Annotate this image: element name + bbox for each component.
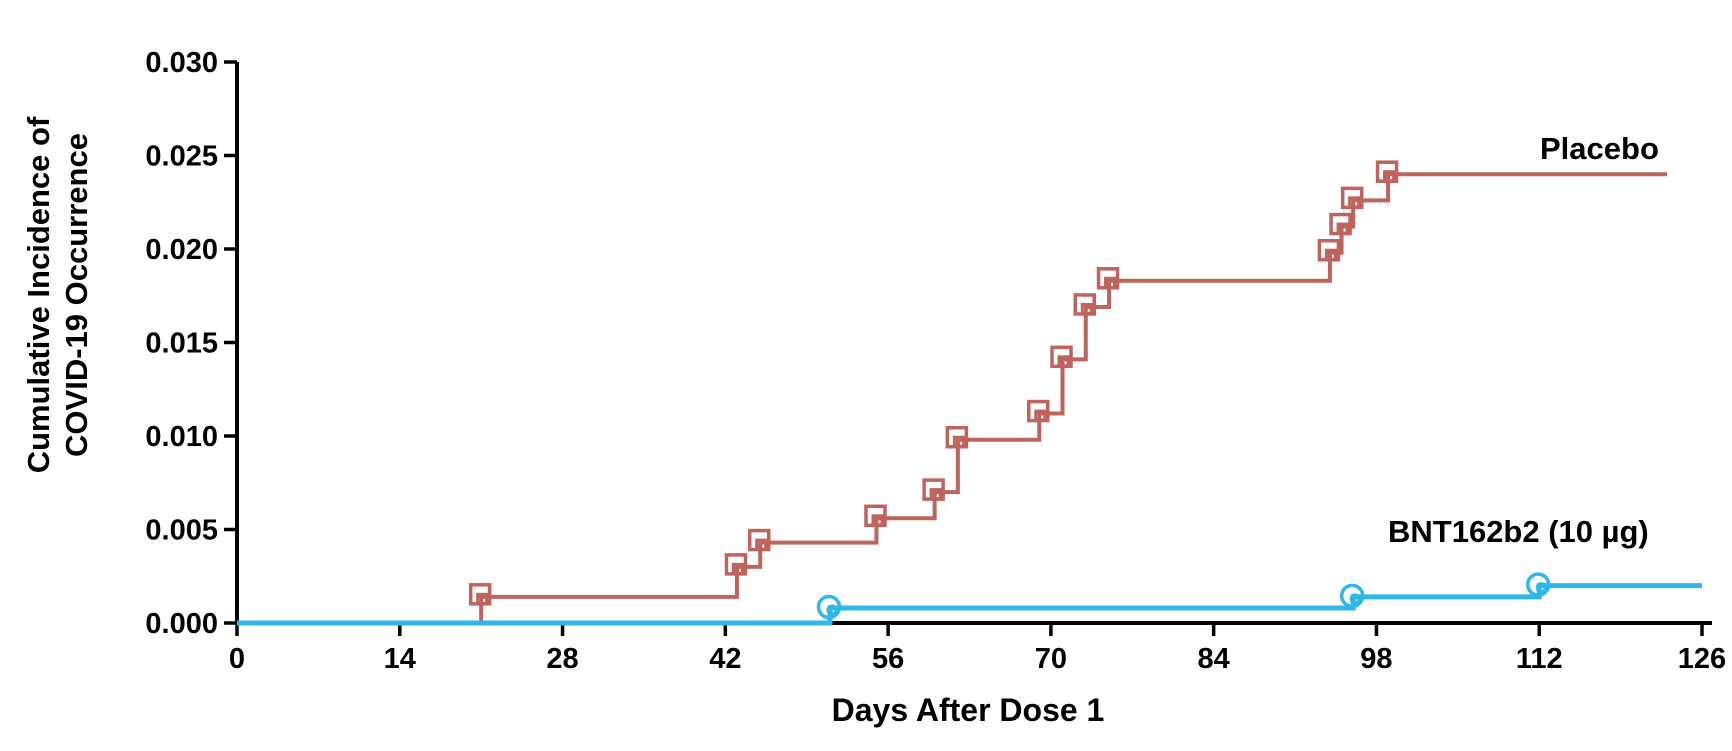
placebo-event-marker-inner xyxy=(1324,248,1337,261)
bnt162b2-event-marker-inner xyxy=(1349,593,1361,605)
y-axis-title-line1: Cumulative Incidence of xyxy=(21,116,56,474)
bnt162b2-event-marker xyxy=(816,594,842,620)
x-tick-label: 42 xyxy=(709,643,741,675)
bnt162b2-event-marker xyxy=(1339,583,1365,609)
x-axis-title: Days After Dose 1 xyxy=(831,692,1105,728)
x-tick-label: 0 xyxy=(229,643,245,675)
x-tick-label: 70 xyxy=(1035,643,1067,675)
series-label-placebo: Placebo xyxy=(1540,131,1659,166)
series-label-bnt162b2: BNT162b2 (10 µg) xyxy=(1388,514,1649,549)
y-tick-label: 0.005 xyxy=(145,515,218,547)
placebo-event-marker-inner xyxy=(476,592,489,605)
bnt162b2-event-marker-inner xyxy=(1535,582,1547,594)
placebo-event-marker-inner xyxy=(929,488,942,501)
placebo-event-marker-inner xyxy=(1383,170,1396,183)
placebo-event-marker-inner xyxy=(731,562,744,575)
placebo-event-marker-inner xyxy=(1057,355,1070,368)
x-tick-label: 126 xyxy=(1678,643,1726,675)
y-tick-label: 0.015 xyxy=(145,328,218,360)
y-axis-title: Cumulative Incidence of COVID-19 Occurre… xyxy=(20,117,96,474)
x-tick-label: 14 xyxy=(384,643,416,675)
x-tick-label: 28 xyxy=(546,643,578,675)
y-tick-label: 0.000 xyxy=(145,608,218,640)
placebo-event-marker-inner xyxy=(1336,222,1349,235)
x-tick-label: 56 xyxy=(872,643,904,675)
y-tick-label: 0.025 xyxy=(145,141,218,173)
x-tick-label: 112 xyxy=(1516,643,1563,675)
placebo-event-marker-inner xyxy=(1034,409,1047,422)
y-tick-label: 0.020 xyxy=(145,234,218,266)
bnt162b2-event-marker xyxy=(1525,572,1551,597)
placebo-event-marker-inner xyxy=(952,435,965,448)
placebo-event-marker-inner xyxy=(755,538,768,551)
y-tick-label: 0.030 xyxy=(145,47,218,79)
x-tick-label: 98 xyxy=(1360,643,1392,675)
x-tick-label: 84 xyxy=(1198,643,1230,675)
placebo-event-marker-inner xyxy=(1348,196,1361,209)
y-tick-label: 0.010 xyxy=(145,421,218,453)
placebo-event-marker-inner xyxy=(871,514,884,527)
placebo-event-marker-inner xyxy=(1080,302,1093,315)
bnt162b2-step-line xyxy=(237,583,1702,626)
bnt162b2-event-marker-inner xyxy=(826,604,838,616)
placebo-step-line xyxy=(237,172,1668,625)
y-axis-title-line2: COVID-19 Occurrence xyxy=(59,133,94,457)
placebo-event-marker-inner xyxy=(1104,276,1117,289)
